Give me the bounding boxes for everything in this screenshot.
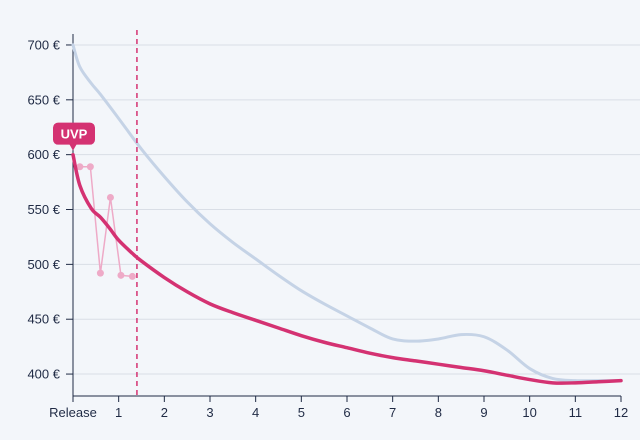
data-point (96, 269, 104, 277)
x-tick-label: 12 (614, 405, 628, 420)
y-tick-label: 700 € (27, 37, 60, 52)
y-tick-label: 600 € (27, 147, 60, 162)
x-tick-label: 11 (569, 405, 583, 420)
y-tick-label: 500 € (27, 257, 60, 272)
y-tick-label: 650 € (27, 92, 60, 107)
x-tick-label: 2 (161, 405, 168, 420)
x-tick-label: 3 (206, 405, 213, 420)
annotation-label: UVP (61, 127, 88, 142)
series-line-upper (71, 43, 623, 383)
annotation-layer: UVP (53, 30, 138, 396)
x-tick-label: 4 (252, 405, 259, 420)
y-tick-label: 400 € (27, 367, 60, 382)
data-point (117, 271, 125, 279)
series-layer (71, 43, 623, 385)
data-point (106, 193, 114, 201)
x-tick-label: 8 (435, 405, 442, 420)
x-tick-label: Release (49, 405, 97, 420)
data-point (76, 163, 84, 171)
x-tick-label: 10 (522, 405, 536, 420)
y-tick-label: 450 € (27, 312, 60, 327)
x-tick-label: 5 (298, 405, 305, 420)
y-tick-label: 550 € (27, 202, 60, 217)
data-point (128, 272, 136, 280)
annotation-pointer (69, 143, 77, 151)
annotation-bubble (53, 122, 95, 145)
data-point (86, 163, 94, 171)
x-tick-label: 7 (389, 405, 396, 420)
series-line-main (71, 152, 623, 385)
x-tick-label: 9 (480, 405, 487, 420)
axis-layer: 400 € 450 € 500 € 550 € 600 € 650 € 700 € Relea… (27, 34, 628, 420)
x-tick-label: 1 (115, 405, 122, 420)
x-tick-label: 6 (343, 405, 350, 420)
grid-layer (73, 44, 640, 375)
